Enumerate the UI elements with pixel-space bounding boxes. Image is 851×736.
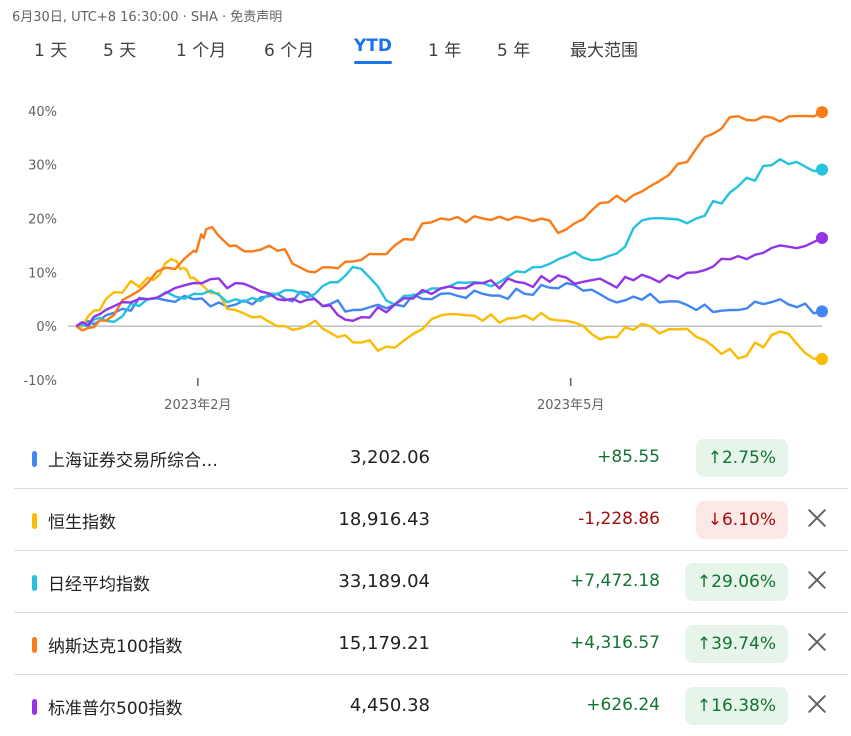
series-end-dot [816, 353, 828, 365]
arrow-up-icon: ↑ [696, 634, 712, 654]
x-tick-label: 2023年2月 [164, 398, 231, 413]
index-change: -1,228.86 [578, 509, 660, 529]
x-tick-label: 2023年5月 [537, 398, 604, 413]
percent-value: 29.06% [711, 572, 776, 592]
series-line [76, 257, 823, 361]
remove-comparison-close-icon[interactable] [806, 631, 828, 653]
series-end-dot [816, 231, 828, 244]
percent-value: 2.75% [721, 448, 776, 468]
percent-change-badge: ↓6.10% [695, 501, 788, 539]
timestamp-disclaimer: 6月30日, UTC+8 16:30:00 · SHA · 免责声明 [12, 10, 283, 25]
percent-change-badge: ↑39.74% [684, 625, 788, 663]
tab-1-month[interactable]: 1 个月 [176, 41, 227, 61]
index-name: 上海证券交易所综合… [48, 451, 218, 471]
index-row[interactable]: 上海证券交易所综合… 3,202.06 +85.55 ↑2.75% [14, 427, 848, 489]
index-change: +4,316.57 [570, 633, 660, 653]
tab-6-month[interactable]: 6 个月 [264, 41, 315, 61]
series-line [75, 236, 823, 328]
index-list: 上海证券交易所综合… 3,202.06 +85.55 ↑2.75% 恒生指数 18,916… [14, 427, 848, 736]
index-change: +7,472.18 [570, 571, 660, 591]
series-end-dot [816, 163, 828, 176]
index-change: +626.24 [586, 695, 660, 715]
y-tick-label: 0% [36, 320, 57, 335]
y-tick-label: 20% [28, 212, 57, 227]
index-change: +85.55 [597, 447, 660, 467]
remove-comparison-close-icon[interactable] [806, 569, 828, 591]
series-line [75, 281, 823, 328]
arrow-up-icon: ↑ [696, 696, 712, 716]
series-color-swatch [32, 513, 37, 529]
tab-5-year[interactable]: 5 年 [497, 41, 531, 61]
series-end-dot [816, 106, 828, 119]
arrow-up-icon: ↑ [707, 448, 722, 468]
percent-change-badge: ↑16.38% [684, 687, 788, 725]
index-name: 标准普尔500指数 [48, 699, 183, 719]
index-price: 15,179.21 [338, 633, 430, 654]
series-end-dot [816, 305, 828, 318]
index-row[interactable]: 纳斯达克100指数 15,179.21 +4,316.57 ↑39.74% [14, 613, 848, 675]
tab-5-day[interactable]: 5 天 [103, 41, 137, 61]
comparison-line-chart[interactable]: 40% 30% 20% 10% 0% -10% 2023年2月 2023年5月 [0, 80, 851, 420]
arrow-down-icon: ↓ [707, 510, 722, 530]
index-price: 3,202.06 [349, 447, 430, 468]
index-row[interactable]: 标准普尔500指数 4,450.38 +626.24 ↑16.38% [14, 675, 848, 736]
index-price: 4,450.38 [349, 695, 430, 716]
index-name: 恒生指数 [48, 513, 116, 533]
index-row[interactable]: 恒生指数 18,916.43 -1,228.86 ↓6.10% [14, 489, 848, 551]
series-line [76, 158, 823, 328]
percent-value: 16.38% [711, 696, 776, 716]
y-tick-label: 10% [28, 266, 57, 281]
percent-change-badge: ↑2.75% [695, 439, 788, 477]
percent-change-badge: ↑29.06% [684, 563, 788, 601]
remove-comparison-close-icon[interactable] [806, 693, 828, 715]
tab-1-day[interactable]: 1 天 [34, 41, 68, 61]
y-tick-label: 30% [28, 159, 57, 174]
tab-max-range[interactable]: 最大范围 [570, 41, 638, 61]
time-range-tabs: 1 天 5 天 1 个月 6 个月 YTD 1 年 5 年 最大范围 [0, 36, 851, 66]
index-row[interactable]: 日经平均指数 33,189.04 +7,472.18 ↑29.06% [14, 551, 848, 613]
index-price: 33,189.04 [338, 571, 430, 592]
y-tick-label: 40% [28, 105, 57, 120]
remove-comparison-close-icon[interactable] [806, 507, 828, 529]
series-color-swatch [32, 637, 37, 653]
series-color-swatch [32, 575, 37, 591]
index-price: 18,916.43 [338, 509, 430, 530]
series-line [75, 111, 823, 332]
tab-1-year[interactable]: 1 年 [428, 41, 462, 61]
tab-ytd[interactable]: YTD [354, 36, 393, 64]
percent-value: 39.74% [711, 634, 776, 654]
index-name: 日经平均指数 [48, 575, 150, 595]
y-tick-label: -10% [23, 374, 57, 389]
series-color-swatch [32, 699, 37, 715]
arrow-up-icon: ↑ [696, 572, 712, 592]
percent-value: 6.10% [721, 510, 776, 530]
series-color-swatch [32, 451, 37, 467]
index-name: 纳斯达克100指数 [48, 637, 183, 657]
